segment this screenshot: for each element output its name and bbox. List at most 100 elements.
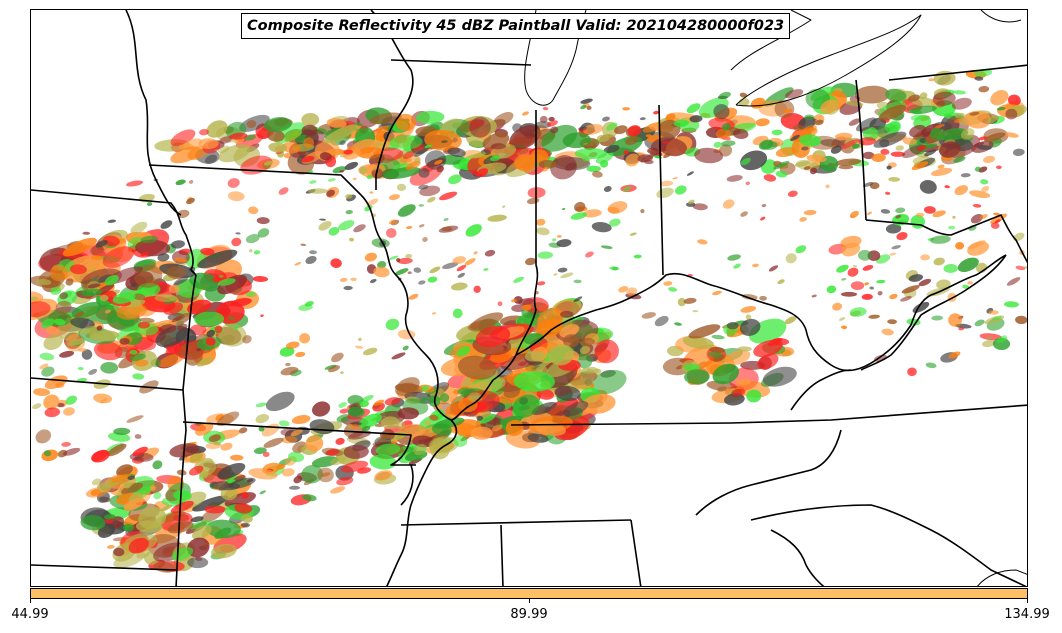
reflectivity-blob — [1015, 265, 1026, 271]
reflectivity-blob — [217, 145, 230, 154]
reflectivity-blob — [768, 265, 779, 272]
reflectivity-blob — [55, 300, 72, 315]
ar-la-border — [31, 564, 177, 571]
reflectivity-blob — [354, 345, 364, 349]
reflectivity-blob — [36, 278, 52, 286]
reflectivity-blob — [369, 278, 377, 284]
reflectivity-blob — [521, 111, 530, 116]
reflectivity-blob — [954, 185, 969, 196]
reflectivity-blob — [582, 209, 602, 218]
reflectivity-blob — [864, 282, 869, 286]
reflectivity-blob — [456, 264, 467, 272]
reflectivity-blob — [405, 253, 413, 259]
reflectivity-blob — [197, 249, 238, 269]
reflectivity-blob — [726, 321, 739, 330]
reflectivity-blob — [372, 142, 384, 147]
reflectivity-blob — [799, 134, 822, 147]
reflectivity-blob — [541, 124, 578, 152]
reflectivity-blob — [278, 187, 289, 195]
reflectivity-blob — [126, 180, 144, 187]
reflectivity-blob — [622, 186, 632, 192]
reflectivity-blob — [777, 279, 785, 285]
reflectivity-blob — [427, 196, 436, 203]
reflectivity-blob — [290, 429, 303, 437]
reflectivity-blob — [126, 415, 144, 423]
ga-sc-border — [770, 529, 825, 586]
reflectivity-blob — [396, 257, 401, 263]
reflectivity-blob — [582, 123, 604, 135]
reflectivity-blob — [189, 272, 219, 290]
reflectivity-blob — [890, 151, 906, 157]
reflectivity-blob — [803, 209, 817, 216]
reflectivity-blob — [200, 247, 215, 256]
reflectivity-blob — [639, 117, 646, 121]
reflectivity-blob — [556, 235, 562, 238]
reflectivity-blob — [981, 186, 990, 193]
reflectivity-blob — [104, 275, 119, 286]
reflectivity-blob — [633, 254, 642, 259]
reflectivity-blob — [888, 121, 901, 133]
reflectivity-blob — [386, 228, 397, 238]
reflectivity-blob — [939, 141, 961, 158]
reflectivity-blob — [171, 316, 183, 323]
reflectivity-blob — [175, 179, 186, 186]
reflectivity-blob — [328, 365, 340, 373]
reflectivity-blob — [305, 435, 324, 452]
reflectivity-blob — [957, 257, 979, 272]
reflectivity-blob — [745, 181, 750, 186]
reflectivity-blob — [457, 387, 470, 395]
reflectivity-blob — [476, 415, 484, 421]
reflectivity-blob — [974, 319, 985, 327]
reflectivity-blob — [303, 137, 315, 148]
reflectivity-blob — [919, 92, 928, 100]
reflectivity-blob — [301, 464, 323, 484]
map-canvas — [31, 10, 1027, 586]
reflectivity-blob — [524, 350, 545, 362]
reflectivity-blob — [721, 123, 731, 131]
reflectivity-blob — [686, 103, 701, 114]
reflectivity-blob — [741, 294, 758, 300]
reflectivity-blob — [1012, 148, 1025, 157]
reflectivity-blob — [518, 298, 534, 306]
reflectivity-blob — [531, 402, 557, 415]
reflectivity-blob — [248, 206, 259, 215]
reflectivity-blob — [686, 171, 694, 176]
reflectivity-blob — [600, 245, 613, 249]
reflectivity-blob — [453, 434, 468, 447]
reflectivity-blob — [152, 460, 163, 470]
reflectivity-blob — [132, 373, 145, 380]
reflectivity-blob — [752, 263, 759, 268]
reflectivity-blob — [996, 335, 1008, 344]
reflectivity-blob — [640, 209, 645, 214]
reflectivity-blob — [55, 382, 65, 389]
reflectivity-blob — [887, 319, 897, 325]
reflectivity-blob — [67, 338, 84, 346]
reflectivity-blob — [876, 279, 886, 284]
reflectivity-blob — [41, 366, 55, 377]
reflectivity-blob — [889, 293, 898, 300]
reflectivity-blob — [194, 311, 225, 327]
reflectivity-blob — [513, 276, 525, 283]
reflectivity-blob — [160, 220, 173, 229]
reflectivity-blob — [452, 308, 463, 319]
reflectivity-blob — [552, 238, 556, 242]
reflectivity-blob — [479, 415, 496, 424]
reflectivity-blob — [727, 254, 741, 261]
reflectivity-blob — [930, 235, 951, 244]
reflectivity-blob — [563, 401, 589, 417]
reflectivity-blob — [447, 147, 466, 158]
reflectivity-blob — [227, 178, 240, 188]
reflectivity-blob — [129, 353, 146, 362]
reflectivity-blob — [1015, 315, 1027, 325]
reflectivity-blob — [281, 436, 298, 444]
reflectivity-blob — [885, 223, 902, 234]
reflectivity-blob — [713, 104, 730, 120]
reflectivity-blob — [895, 145, 904, 151]
reflectivity-blob — [919, 180, 937, 194]
reflectivity-blob — [586, 165, 601, 172]
reflectivity-blob — [849, 307, 867, 317]
reflectivity-blob — [972, 203, 982, 208]
reflectivity-blob — [990, 90, 1009, 106]
reflectivity-blob — [996, 165, 1002, 170]
reflectivity-blob — [339, 408, 349, 414]
